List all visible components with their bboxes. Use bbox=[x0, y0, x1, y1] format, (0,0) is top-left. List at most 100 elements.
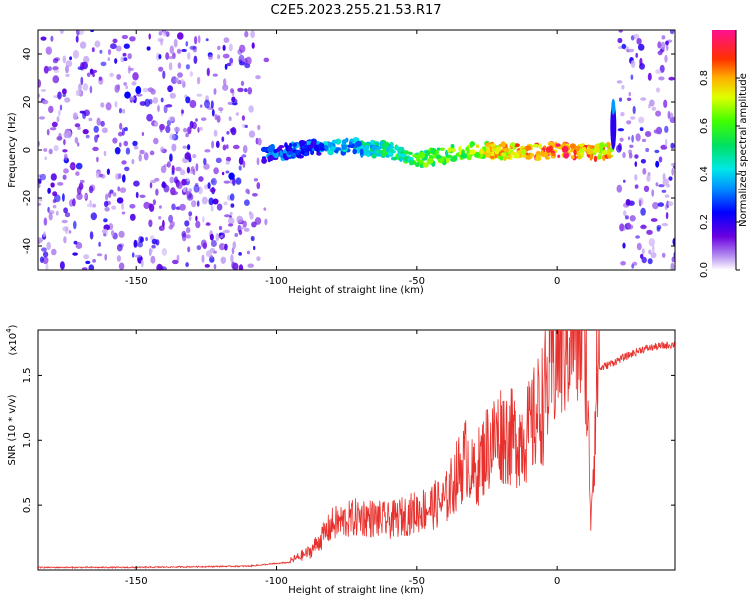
spectrogram-noise-blob bbox=[74, 123, 81, 128]
spectrogram-noise-blob bbox=[634, 184, 639, 189]
spectrogram-noise-blob bbox=[143, 152, 149, 161]
spectrogram-noise-blob bbox=[65, 60, 73, 68]
spectrogram-noise-blob bbox=[651, 189, 655, 197]
spectrogram-noise-blob bbox=[185, 262, 189, 268]
spectrogram-trace-blob bbox=[435, 149, 439, 155]
spectrogram-noise-blob bbox=[150, 255, 156, 264]
spectrogram-noise-blob bbox=[204, 264, 210, 268]
spectrogram-noise-blob bbox=[201, 196, 208, 205]
spectrogram-noise-blob bbox=[238, 264, 244, 270]
spectrogram-trace-blob bbox=[532, 143, 540, 148]
spectrogram-trace-blob bbox=[288, 146, 293, 152]
spectrogram-noise-blob bbox=[238, 156, 244, 165]
spectrogram-noise-blob bbox=[634, 174, 638, 181]
spectrogram-noise-blob bbox=[98, 173, 104, 178]
spectrogram-noise-blob bbox=[62, 94, 67, 97]
spectrogram-noise-blob bbox=[109, 72, 114, 77]
spectrogram-noise-blob bbox=[114, 84, 120, 93]
top-x-axis-label: Height of straight line (km) bbox=[288, 285, 424, 296]
spectrogram-noise-blob bbox=[626, 97, 632, 102]
spectrogram-noise-blob bbox=[124, 91, 131, 99]
spectrogram-noise-blob bbox=[670, 262, 675, 270]
spectrogram-noise-blob bbox=[72, 198, 76, 207]
spectrogram-noise-blob bbox=[192, 168, 196, 176]
spectrogram-noise-blob bbox=[660, 41, 666, 51]
spectrogram-noise-blob bbox=[185, 96, 191, 104]
bottom-x-axis: -150 -100 -50 0 bbox=[125, 330, 560, 587]
spectrogram-trace-blob bbox=[489, 155, 495, 159]
spectrogram-noise-blob bbox=[621, 84, 625, 90]
spectrogram-noise-blob bbox=[158, 54, 162, 60]
spectrogram-noise-blob bbox=[52, 75, 60, 84]
spectrogram-trace-blob bbox=[601, 150, 608, 155]
spectrogram-noise-blob bbox=[46, 241, 51, 251]
spectrogram-noise-blob bbox=[223, 201, 228, 206]
spectrogram-noise-blob bbox=[85, 260, 91, 265]
spectrogram-noise-blob bbox=[637, 43, 645, 51]
spectrogram-noise-blob bbox=[207, 54, 213, 60]
spectrogram-noise-blob bbox=[656, 225, 662, 230]
spectrogram-trace-blob bbox=[557, 154, 561, 158]
spectrogram-noise-blob bbox=[257, 137, 262, 146]
spectrogram-trace-blob bbox=[385, 141, 389, 147]
spectrogram-noise-blob bbox=[65, 73, 70, 78]
spectrogram-noise-blob bbox=[642, 168, 647, 175]
spectrogram-noise-blob bbox=[40, 88, 47, 92]
spectrogram-noise-blob bbox=[636, 242, 642, 251]
spectrogram-noise-blob bbox=[63, 168, 69, 174]
spectrogram-trace-blob bbox=[422, 162, 429, 168]
spectrogram-noise-blob bbox=[160, 97, 164, 103]
spectrogram-noise-blob bbox=[619, 137, 624, 142]
spectrogram-noise-blob bbox=[226, 62, 231, 67]
spectrogram-noise-blob bbox=[63, 153, 68, 161]
spectrogram-noise-blob bbox=[203, 163, 210, 170]
spectrogram-noise-blob bbox=[204, 149, 211, 153]
spectrogram-noise-blob bbox=[187, 126, 192, 135]
spectrogram-noise-blob bbox=[244, 30, 249, 38]
spectrogram-trace-blob bbox=[468, 149, 476, 156]
spectrogram-noise-blob bbox=[194, 36, 198, 45]
spectrogram-noise-blob bbox=[641, 248, 645, 255]
spectrogram-noise-blob bbox=[77, 142, 80, 147]
spectrogram-noise-blob bbox=[100, 120, 105, 127]
spectrogram-noise-blob bbox=[38, 237, 43, 243]
spectrogram-noise-blob bbox=[216, 203, 223, 211]
spectrogram-noise-blob bbox=[238, 54, 245, 64]
spectrogram-noise-blob bbox=[84, 194, 87, 199]
spectrogram-noise-blob bbox=[223, 78, 227, 86]
spectrogram-trace-blob bbox=[452, 155, 458, 162]
spectrogram-noise-blob bbox=[623, 225, 626, 231]
spectrogram-noise-blob bbox=[217, 54, 221, 60]
spectrogram-noise-blob bbox=[109, 189, 114, 194]
spectrogram-noise-blob bbox=[625, 199, 631, 206]
spectrogram-trace-blob bbox=[580, 152, 585, 156]
spectrogram-noise-blob bbox=[121, 34, 129, 40]
spectrogram-noise-blob bbox=[199, 104, 203, 108]
spectrogram-noise-blob bbox=[171, 143, 177, 152]
spectrogram-noise-blob bbox=[88, 264, 95, 270]
spectrogram-noise-blob bbox=[52, 204, 57, 209]
spectrogram-noise-blob bbox=[669, 30, 675, 35]
spectrogram-image bbox=[38, 30, 675, 270]
spectrogram-noise-blob bbox=[176, 48, 182, 54]
spectrogram-noise-blob bbox=[671, 167, 674, 176]
spectrogram-trace-blob bbox=[359, 148, 364, 156]
x-tick-label: -150 bbox=[125, 276, 148, 287]
spectrogram-noise-blob bbox=[241, 154, 247, 158]
spectrogram-noise-blob bbox=[141, 132, 145, 136]
spectrogram-noise-blob bbox=[72, 50, 79, 59]
spectrogram-noise-blob bbox=[147, 87, 154, 92]
spectrogram-trace-blob bbox=[469, 141, 476, 147]
spectrogram-noise-blob bbox=[620, 112, 625, 117]
spectrogram-noise-blob bbox=[185, 41, 189, 47]
spectrogram-noise-blob bbox=[68, 230, 72, 234]
spectrogram-noise-blob bbox=[40, 173, 46, 181]
spectrogram-noise-blob bbox=[647, 72, 652, 81]
spectrogram-noise-blob bbox=[89, 85, 93, 94]
spectrogram-noise-blob bbox=[251, 42, 255, 49]
spectrogram-noise-blob bbox=[222, 84, 229, 91]
spectrogram-noise-blob bbox=[156, 263, 163, 270]
spectrogram-noise-blob bbox=[628, 149, 632, 155]
spectrogram-noise-blob bbox=[82, 83, 89, 91]
spectrogram-trace-blob bbox=[269, 143, 275, 150]
